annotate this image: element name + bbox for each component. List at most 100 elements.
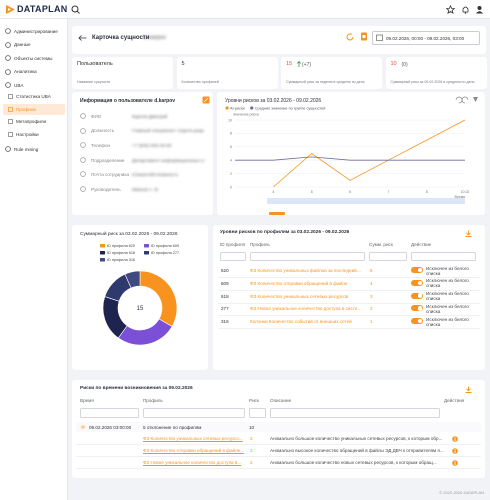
field-label: Руководитель xyxy=(91,186,121,192)
info-title: Информация о пользователе d.karpov xyxy=(80,98,176,104)
footer: © 2022-2026 DATAPLAN xyxy=(439,490,484,495)
back-icon[interactable] xyxy=(78,35,87,41)
cell-risk: 2 xyxy=(250,460,253,465)
search-icon[interactable] xyxy=(71,5,80,14)
nav-sub-item[interactable]: Настройки xyxy=(16,131,39,137)
download-icon[interactable] xyxy=(465,230,472,237)
column-header: Сумм. риск xyxy=(369,242,393,247)
row-divider xyxy=(76,444,481,445)
star-icon[interactable] xyxy=(446,5,455,14)
column-filter[interactable] xyxy=(270,408,440,418)
chart-tools[interactable] xyxy=(455,96,479,104)
nav-item[interactable]: Администрирование xyxy=(14,28,58,34)
expand-icon[interactable] xyxy=(80,424,86,430)
group-row-bg xyxy=(76,422,481,432)
icon-part xyxy=(297,61,301,67)
cell-action: Исключен из белого списка xyxy=(426,316,469,327)
icon-part xyxy=(454,460,456,462)
column-filter[interactable] xyxy=(143,408,245,418)
toggle[interactable] xyxy=(411,318,423,325)
row-divider xyxy=(218,289,480,291)
nav-sub-item[interactable]: Статистика UBA xyxy=(16,94,51,100)
cell-profile[interactable]: ФЗ Количество отправки обращений в файле xyxy=(250,280,348,286)
logo-icon xyxy=(6,5,15,14)
nav-icon xyxy=(5,146,11,152)
nav-item[interactable]: UBA xyxy=(14,82,24,88)
nav-icon xyxy=(5,68,11,75)
nav-item[interactable]: Rule mining xyxy=(14,146,39,152)
nav-sub-item[interactable]: Метапрофили xyxy=(16,119,47,125)
column-header: Время xyxy=(80,398,94,403)
zoom-handle[interactable] xyxy=(269,212,285,215)
cell-profile[interactable]: ФЗ Количество уникальных сетевых ресурсо… xyxy=(143,436,243,441)
stat-label: Название сущности xyxy=(77,80,111,84)
nav-item[interactable]: Объекты системы xyxy=(14,55,53,61)
nav-item[interactable]: Данные xyxy=(14,42,31,47)
icon-part xyxy=(5,68,11,75)
column-filter[interactable] xyxy=(220,252,246,261)
info-icon[interactable] xyxy=(452,447,458,454)
export-icon[interactable] xyxy=(360,32,368,41)
cell-profile[interactable]: ФЗ Количество отправки обращений в файле… xyxy=(143,448,245,453)
stat-value: Пользователь xyxy=(77,61,113,67)
header xyxy=(0,0,490,19)
nav-icon xyxy=(5,55,11,61)
icon-part xyxy=(454,436,456,438)
icon-part xyxy=(454,461,456,465)
date-range: 09.02.2026, 00:00 - 09.02.2026, 03:00 xyxy=(386,35,465,41)
cell-id: 277 xyxy=(221,306,229,312)
calendar-icon xyxy=(376,34,383,41)
toggle[interactable] xyxy=(411,279,423,286)
cell-profile[interactable]: ФЗ Количество уникальных сетевых ресурсо… xyxy=(250,293,349,299)
cell-id: 620 xyxy=(221,268,229,273)
refresh-icon[interactable] xyxy=(346,33,354,41)
toggle-knob xyxy=(417,293,423,298)
info-icon[interactable] xyxy=(452,435,458,442)
cell-id: 618 xyxy=(221,293,229,299)
info-icon[interactable] xyxy=(452,459,458,466)
legend-swatch xyxy=(100,258,105,262)
field-label: Подразделение xyxy=(91,157,125,163)
stat-delta: (+7) xyxy=(302,61,312,68)
y-axis-label: Значение риска xyxy=(233,113,259,117)
cell-profile[interactable]: ФЗ Количество уникальных файлов за после… xyxy=(250,268,362,273)
cell-profile[interactable]: ФЗ Новое уникальное количество доступа в… xyxy=(143,460,242,465)
column-header: ID профиля xyxy=(220,242,245,247)
toggle-knob xyxy=(417,267,423,273)
icon-part xyxy=(454,437,456,441)
download-icon[interactable] xyxy=(465,386,472,393)
column-filter[interactable] xyxy=(80,408,139,418)
stat-delta: (0) xyxy=(401,61,408,68)
cell-id: 316 xyxy=(221,319,229,325)
nav-item[interactable]: Аналитика xyxy=(14,69,37,74)
cell-profile[interactable]: Колонки Количество событий от внешних се… xyxy=(250,319,352,325)
cell-action: Исключен из белого списка xyxy=(426,278,469,289)
column-filter[interactable] xyxy=(411,252,476,261)
toggle[interactable] xyxy=(411,267,423,273)
date-input[interactable] xyxy=(372,31,480,45)
bell-icon[interactable] xyxy=(461,5,470,14)
column-filter[interactable] xyxy=(369,252,407,261)
line-chart: Уровни рисков за 03.02.2026 - 09.02.2026… xyxy=(225,98,469,215)
column-filter[interactable] xyxy=(249,408,266,418)
pie-total: 15 xyxy=(137,306,144,312)
row-divider xyxy=(76,456,481,457)
y-tick-label: 8 xyxy=(230,132,232,136)
icon-part xyxy=(464,12,467,14)
legend-swatch xyxy=(144,251,149,255)
toggle[interactable] xyxy=(411,305,423,312)
legend-label: ID профиля 277 xyxy=(151,251,179,255)
cell-description: Аномально большое количество новых сетев… xyxy=(270,460,437,465)
cell-profile[interactable]: ФЗ Новое уникальное количество доступа в… xyxy=(250,306,362,312)
stat-value: 15 xyxy=(286,61,293,67)
column-filter[interactable] xyxy=(250,252,365,261)
row-divider xyxy=(218,315,480,317)
user-icon[interactable] xyxy=(475,5,484,14)
page-title: Карточка сущности xyxy=(92,35,150,41)
nav-sub-item[interactable]: Профили xyxy=(16,106,37,112)
edit-icon[interactable] xyxy=(202,96,210,104)
toggle[interactable] xyxy=(411,292,423,299)
icon-part xyxy=(76,10,80,14)
icon-part xyxy=(8,94,13,99)
